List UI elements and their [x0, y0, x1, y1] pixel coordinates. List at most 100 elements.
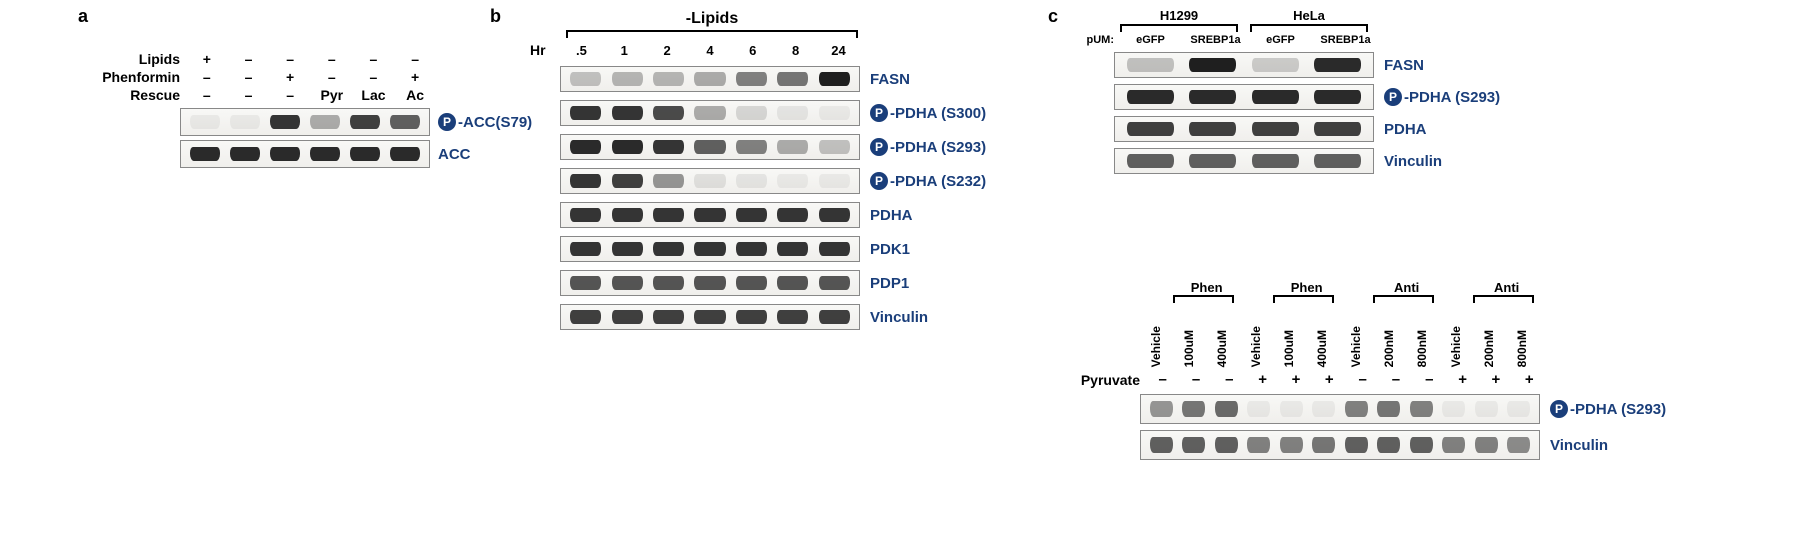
blot-label: P-PDHA (S300) [870, 104, 986, 122]
blot-label: ACC [438, 146, 471, 163]
band [653, 310, 684, 323]
pyruvate-value: – [1181, 371, 1211, 388]
band [1252, 90, 1299, 103]
pyruvate-value: – [1348, 371, 1378, 388]
blot-label: PDHA [1384, 121, 1427, 138]
hr-value: 1 [604, 43, 644, 58]
drug-group-label: Phen [1173, 280, 1240, 295]
band [1215, 437, 1238, 452]
band [612, 208, 643, 221]
band [230, 147, 260, 161]
band [350, 147, 380, 161]
pyruvate-value: – [1148, 371, 1178, 388]
blot [560, 134, 860, 160]
construct-label: eGFP [1251, 34, 1311, 46]
band [1507, 437, 1530, 452]
band [1247, 401, 1270, 416]
band [777, 276, 808, 289]
band [1314, 154, 1361, 167]
band [1280, 437, 1303, 452]
band [1182, 401, 1205, 416]
band [1314, 90, 1361, 103]
pyruvate-value: – [1414, 371, 1444, 388]
panel-letter-c: c [1048, 6, 1058, 27]
band [1150, 401, 1173, 416]
pyruvate-value: + [1248, 371, 1278, 388]
hr-label: Hr [530, 42, 560, 58]
cell-line-label: H1299 [1114, 8, 1244, 23]
lane-dose-label: 400uM [1215, 330, 1231, 367]
lane-dose-label: 100uM [1182, 330, 1198, 367]
band [1150, 437, 1173, 452]
band [1247, 437, 1270, 452]
phospho-icon: P [1384, 88, 1402, 106]
lane-dose-label: Vehicle [1149, 326, 1165, 367]
blot [560, 236, 860, 262]
panel-c-top: H1299HeLapUM:eGFPSREBP1aeGFPSREBP1aFASNP… [1070, 8, 1500, 174]
hr-value: 6 [733, 43, 773, 58]
band [1377, 437, 1400, 452]
blot-label: FASN [870, 71, 910, 88]
band [612, 310, 643, 323]
condition-value: – [229, 87, 267, 103]
phospho-icon: P [870, 172, 888, 190]
band [570, 310, 601, 323]
blot-label-text: -PDHA (S232) [890, 173, 986, 190]
blot-label: FASN [1384, 57, 1424, 74]
condition-value: – [396, 51, 434, 67]
band [736, 72, 767, 85]
phospho-icon: P [870, 138, 888, 156]
blot [560, 202, 860, 228]
blot [180, 108, 430, 136]
band [570, 106, 601, 119]
band [653, 140, 684, 153]
band [819, 140, 850, 153]
band [777, 140, 808, 153]
pyruvate-value: + [1448, 371, 1478, 388]
band [694, 106, 725, 119]
lane-dose-label: 200nM [1382, 330, 1398, 367]
pum-label: pUM: [1070, 34, 1118, 46]
band [1189, 122, 1236, 135]
band [1314, 58, 1361, 71]
pyruvate-value: + [1514, 371, 1544, 388]
condition-value: Ac [396, 87, 434, 103]
condition-name: Phenformin [80, 69, 186, 85]
band [570, 140, 601, 153]
band [1507, 401, 1530, 416]
blot [180, 140, 430, 168]
band [736, 208, 767, 221]
band [653, 174, 684, 187]
band [819, 106, 850, 119]
blot-label: P-ACC(S79) [438, 113, 532, 131]
band [819, 276, 850, 289]
blot-label: Vinculin [1550, 437, 1608, 454]
band [1127, 90, 1174, 103]
blot-label: PDP1 [870, 275, 909, 292]
band [694, 208, 725, 221]
blot-label: PDHA [870, 207, 913, 224]
band [694, 72, 725, 85]
blot [1114, 116, 1374, 142]
condition-value: Lac [354, 87, 392, 103]
lane-dose-label: 400uM [1315, 330, 1331, 367]
lane-dose-label: Vehicle [1449, 326, 1465, 367]
band [1312, 401, 1335, 416]
pyruvate-value: – [1381, 371, 1411, 388]
condition-name: Rescue [80, 87, 186, 103]
blot-label-text: -PDHA (S300) [890, 105, 986, 122]
band [310, 115, 340, 129]
lane-dose-label: 200nM [1482, 330, 1498, 367]
pyruvate-value: + [1281, 371, 1311, 388]
band [694, 310, 725, 323]
blot [560, 100, 860, 126]
blot [560, 168, 860, 194]
band [270, 115, 300, 129]
band [653, 72, 684, 85]
band [1475, 401, 1498, 416]
band [350, 115, 380, 129]
band [1345, 401, 1368, 416]
band [1377, 401, 1400, 416]
band [777, 310, 808, 323]
blot [1140, 430, 1540, 460]
